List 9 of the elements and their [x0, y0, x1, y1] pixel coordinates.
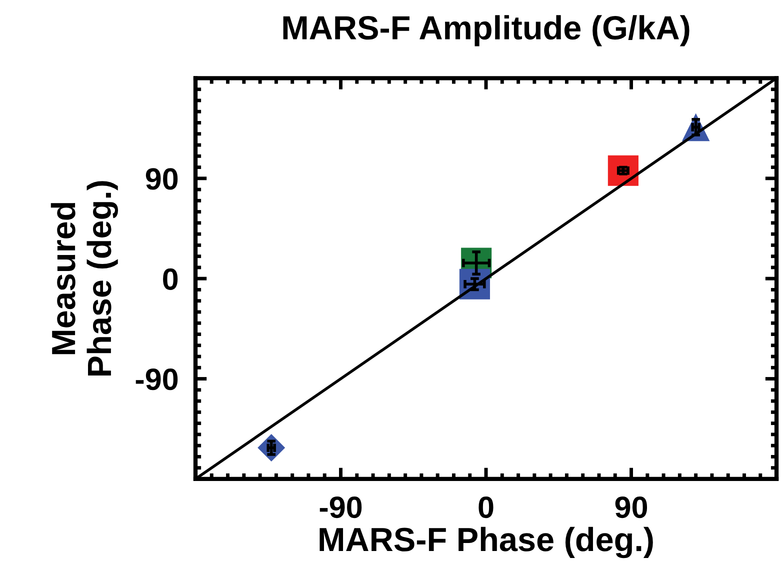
- chart-title: MARS-F Amplitude (G/kA): [283, 15, 690, 46]
- x-tick-label: 0: [478, 496, 494, 518]
- y-tick-label: -90: [136, 368, 178, 390]
- x-axis-title: MARS-F Phase (deg.): [320, 526, 653, 558]
- y-axis-title: Measured Phase (deg.): [50, 181, 118, 376]
- x-tick-label: 90: [615, 496, 648, 518]
- x-tick-label: -90: [320, 496, 362, 518]
- y-tick-label: 0: [163, 268, 178, 290]
- y-tick-label: 90: [146, 168, 178, 190]
